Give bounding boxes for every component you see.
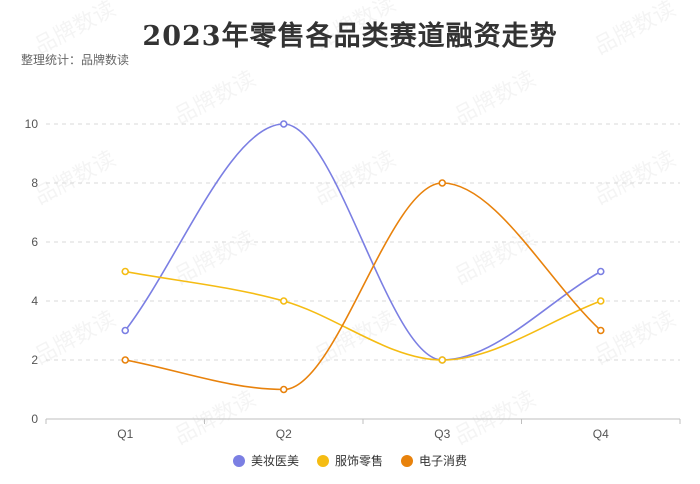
legend-marker xyxy=(232,454,245,467)
legend-item[interactable]: 美妆医美 xyxy=(232,452,299,469)
data-point xyxy=(596,326,605,335)
data-point xyxy=(596,297,605,305)
x-tick-label: Q4 xyxy=(593,427,609,441)
series-line xyxy=(125,182,602,391)
x-tick-label: Q1 xyxy=(117,427,133,441)
y-tick-label: 6 xyxy=(31,235,38,249)
series-line xyxy=(125,270,602,361)
chart-subtitle: 整理统计：品牌数读 xyxy=(21,53,130,67)
legend-item[interactable]: 电子消费 xyxy=(401,452,467,469)
data-point xyxy=(279,385,288,394)
y-tick-label: 0 xyxy=(31,412,38,426)
y-tick-label: 4 xyxy=(31,294,38,308)
y-tick-label: 10 xyxy=(25,117,39,131)
legend-label: 电子消费 xyxy=(419,454,468,468)
legend-label: 美妆医美 xyxy=(250,454,299,468)
chart-title: 2023年零售各品类赛道融资走势 xyxy=(142,21,558,52)
legend-marker xyxy=(316,454,329,467)
legend-marker xyxy=(401,454,413,467)
data-point xyxy=(121,356,130,364)
x-tick-label: Q2 xyxy=(276,427,292,441)
y-tick-label: 8 xyxy=(31,176,38,190)
data-point xyxy=(438,356,447,364)
series-line xyxy=(124,123,602,361)
legend-label: 服饰零售 xyxy=(334,454,383,468)
data-point xyxy=(279,297,288,305)
x-tick-label: Q3 xyxy=(434,427,450,441)
data-point xyxy=(121,326,130,335)
data-point xyxy=(438,179,447,187)
data-point xyxy=(121,267,130,276)
data-point xyxy=(279,120,288,128)
legend-item[interactable]: 服饰零售 xyxy=(316,452,383,469)
y-tick-label: 2 xyxy=(31,353,38,367)
chart-legend: 美妆医美 服饰零售 电子消费 xyxy=(0,452,700,469)
data-point xyxy=(596,267,605,276)
